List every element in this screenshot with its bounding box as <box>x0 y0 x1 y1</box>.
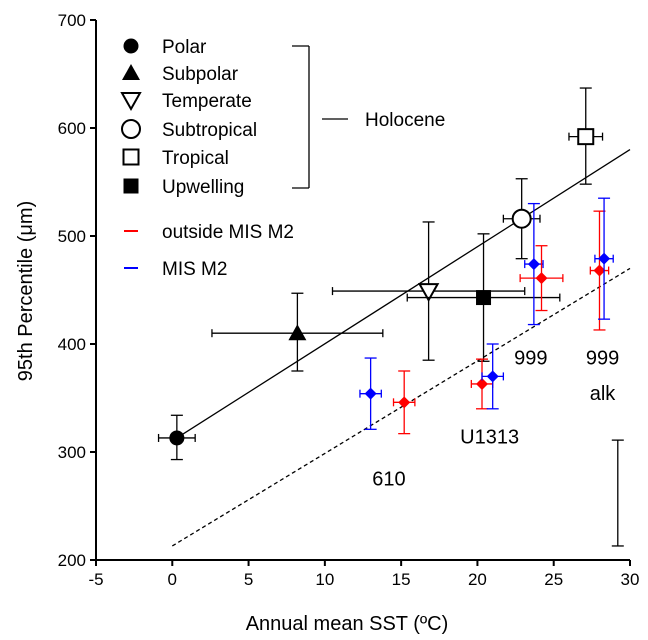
legend-label: Tropical <box>162 148 229 169</box>
legend-holocene-label: Holocene <box>365 110 445 131</box>
holocene-point-subpolar-marker <box>288 324 307 341</box>
legend-marker-subpolar <box>122 64 140 80</box>
outside-m2-point-marker <box>593 264 606 277</box>
outside-m2-point-marker <box>398 396 411 409</box>
tick-labels: -5 0 5 10 15 20 25 30 200 300 400 500 600 700 <box>58 11 640 589</box>
x-tick-label: -5 <box>88 570 103 589</box>
legend-label: Temperate <box>162 91 252 112</box>
legend-label: Subtropical <box>162 120 257 141</box>
outside-m2-point-marker <box>476 377 489 390</box>
y-tick-label: 600 <box>58 119 86 138</box>
x-tick-label: 10 <box>315 570 334 589</box>
holocene-fit-line <box>176 149 631 439</box>
x-tick-label: 15 <box>392 570 411 589</box>
legend-label: MIS M2 <box>162 259 227 280</box>
legend-marker-upwelling <box>123 178 139 194</box>
fit-lines <box>171 149 631 547</box>
y-tick-label: 700 <box>58 11 86 30</box>
annotations: 610 U1313 999 999 alk <box>372 348 619 491</box>
site-label: 999 <box>586 348 619 370</box>
scale-bar-group <box>611 439 624 547</box>
mis-m2-point-marker <box>527 258 540 271</box>
x-tick-label: 20 <box>468 570 487 589</box>
x-tick-label: 0 <box>168 570 177 589</box>
y-axis-label: 95th Percentile (μm) <box>15 201 37 381</box>
site-label: alk <box>590 383 617 405</box>
mis-m2-point-marker <box>364 387 377 400</box>
site-label: 999 <box>514 348 547 370</box>
y-tick-label: 200 <box>58 551 86 570</box>
site-points <box>359 197 614 435</box>
x-tick-label: 5 <box>244 570 253 589</box>
y-tick-label: 400 <box>58 335 86 354</box>
legend-marker-temperate <box>120 92 142 112</box>
dashed-fit-line <box>171 267 631 547</box>
legend-marker-tropical <box>122 148 140 166</box>
y-tick-label: 500 <box>58 227 86 246</box>
axes <box>90 19 631 566</box>
mis-m2-point-marker <box>598 252 611 265</box>
mis-m2-point-marker <box>486 370 499 383</box>
holocene-point-upwelling-marker <box>476 290 492 306</box>
site-label: U1313 <box>460 426 519 448</box>
legend-label: Subpolar <box>162 64 239 85</box>
holocene-point-temperate-marker <box>417 283 440 303</box>
legend-marker-polar <box>123 38 139 54</box>
site-label: 610 <box>372 468 405 490</box>
legend-marker-subtropical <box>121 119 141 139</box>
legend-label: Polar <box>162 37 207 58</box>
legend: Polar Subpolar Temperate Subtropical Tropica… <box>120 37 445 280</box>
holocene-point-subtropical-marker <box>511 208 532 229</box>
x-axis-label: Annual mean SST (ºC) <box>246 613 449 635</box>
outside-m2-point-marker <box>535 272 548 285</box>
legend-label: Upwelling <box>162 177 244 198</box>
y-tick-label: 300 <box>58 443 86 462</box>
legend-label: outside MIS M2 <box>162 222 294 243</box>
x-tick-label: 30 <box>621 570 640 589</box>
holocene-point-tropical-marker <box>577 128 595 146</box>
x-tick-label: 25 <box>544 570 563 589</box>
holocene-point-polar-marker <box>169 430 185 446</box>
holocene-points <box>157 87 604 461</box>
